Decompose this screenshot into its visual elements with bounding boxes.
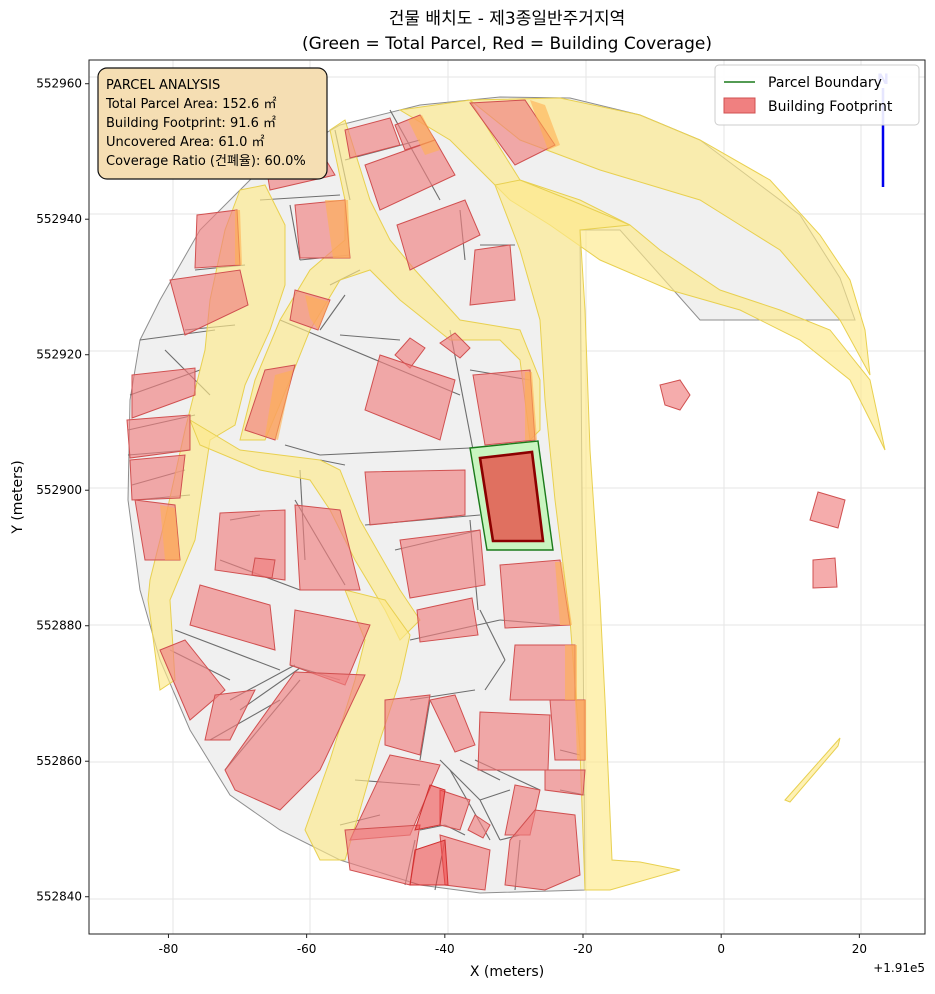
y-tick-label: 552880 [36,619,82,633]
y-axis-label: Y (meters) [10,460,26,534]
building [159,639,226,721]
building [169,269,249,336]
building [544,769,586,796]
overlap [325,200,350,258]
building [439,332,471,359]
overlap [565,645,577,700]
building [294,504,361,591]
legend-building-label: Building Footprint [768,99,893,115]
parcel-analysis-box: PARCEL ANALYSIS Total Parcel Area: 152.6… [97,67,328,180]
building [429,694,476,753]
chart-title-line2: (Green = Total Parcel, Red = Building Co… [302,34,712,54]
building [384,694,431,756]
overlap [408,115,440,155]
building [126,414,191,459]
overlap [305,295,330,330]
info-footprint: Building Footprint: 91.6 ㎡ [106,116,276,131]
road-west-vertical [147,184,286,691]
building [809,491,846,529]
legend-background [714,64,920,126]
x-tick-label: -20 [573,942,593,956]
x-tick-label: -40 [435,942,455,956]
overlap [555,562,572,625]
y-tick-label: 552960 [36,77,82,91]
info-heading: PARCEL ANALYSIS [106,78,220,93]
building [469,244,516,306]
overlap [530,100,560,150]
overlap [575,700,586,760]
building [364,139,456,211]
y-tick-label: 552840 [36,890,82,904]
x-tick-label: 20 [852,942,867,956]
building [416,597,479,643]
x-offset-label: +1.91e5 [873,961,925,975]
building [812,557,838,589]
building [189,584,276,651]
info-coverage: Coverage Ratio (건폐율): 60.0% [106,154,306,169]
overlap [265,370,293,440]
plot-frame [88,59,926,935]
road-east-vertical [494,179,681,891]
x-tick-label: -80 [159,942,179,956]
target-building-footprint [478,450,545,543]
y-tick-label: 552860 [36,754,82,768]
y-tick-label: 552920 [36,348,82,362]
chart-title-line1: 건물 배치도 - 제3종일반주거지역 [389,9,625,29]
info-uncovered: Uncovered Area: 61.0 ㎡ [106,135,265,150]
road-upper-center [239,119,541,442]
roads [147,97,886,891]
building [129,454,186,501]
x-tick-label: 0 [717,942,725,956]
building [251,557,276,579]
building [414,784,446,831]
y-tick-label: 552900 [36,483,82,497]
x-axis-label: X (meters) [470,964,544,980]
x-tick-label: -60 [297,942,317,956]
building [204,689,256,741]
overlap [235,210,242,265]
building-footprints-dense [409,784,449,886]
building [364,354,456,441]
building [224,671,366,811]
overlap [525,372,537,440]
overlap [160,505,180,560]
building [214,509,286,581]
building [131,367,196,419]
road-east-small [784,737,841,803]
building [467,814,491,839]
building [477,711,551,771]
overlap-zones [160,100,586,760]
building [409,839,449,886]
y-tick-label: 552940 [36,212,82,226]
info-total-area: Total Parcel Area: 152.6 ㎡ [105,97,276,112]
building [364,469,466,526]
y-axis: 552960 552940 552920 552900 552880 552860 5528… [36,77,89,904]
building [194,209,241,269]
building [396,199,481,271]
legend: Parcel Boundary Building Footprint [714,64,920,126]
info-box-background [97,67,328,180]
x-axis: -80 -60 -40 -20 0 20 [159,934,867,956]
legend-building-swatch [723,97,756,114]
building [399,529,486,599]
building [344,117,401,159]
building [659,379,691,411]
building [504,809,581,891]
legend-parcel-label: Parcel Boundary [768,75,882,91]
